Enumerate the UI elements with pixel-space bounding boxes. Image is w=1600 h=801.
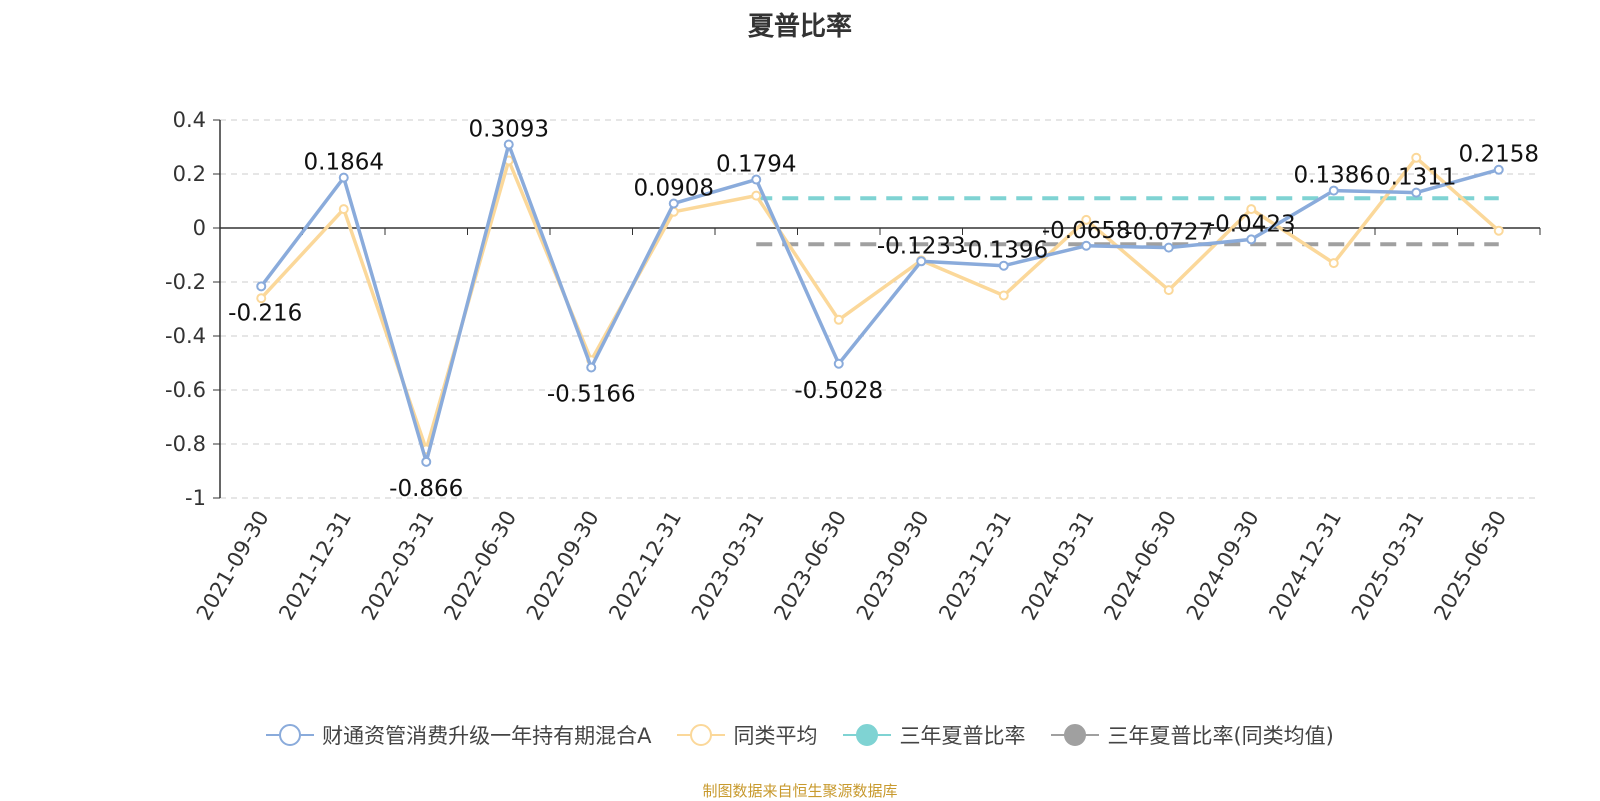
data-point	[338, 172, 349, 183]
legend-line-circle-icon	[677, 724, 726, 746]
data-point	[1411, 187, 1422, 198]
data-label: 0.0908	[634, 175, 714, 201]
legend-dot-icon	[843, 724, 892, 746]
data-label: 0.1386	[1294, 163, 1374, 189]
legend-item[interactable]: 三年夏普比率	[843, 720, 1025, 750]
data-label: 0.1794	[716, 152, 796, 178]
y-tick-label: 0.4	[173, 108, 206, 132]
x-tick-label: 2021-12-31	[274, 507, 356, 625]
data-point	[503, 139, 514, 150]
x-tick-label: 2024-06-30	[1099, 507, 1181, 625]
data-label: 0.1864	[304, 150, 384, 176]
data-point	[833, 358, 844, 369]
data-label: -0.0658	[1042, 218, 1131, 244]
data-point	[256, 293, 267, 304]
data-label: -0.0727	[1124, 220, 1213, 246]
series-line	[259, 142, 1500, 464]
x-tick-label: 2025-03-31	[1347, 507, 1429, 625]
y-tick-label: -1	[185, 486, 206, 510]
data-point	[751, 190, 762, 201]
data-label: -0.1396	[959, 238, 1048, 264]
x-tick-label: 2023-06-30	[769, 507, 851, 625]
data-label: 0.1311	[1376, 165, 1456, 191]
data-point	[1411, 152, 1422, 163]
x-tick-label: 2022-09-30	[522, 507, 604, 625]
x-tick-label: 2022-06-30	[439, 507, 521, 625]
x-tick-label: 2025-06-30	[1429, 507, 1511, 625]
y-tick-label: -0.2	[165, 270, 206, 294]
data-point	[1081, 240, 1092, 251]
data-point	[751, 174, 762, 185]
data-point	[1163, 285, 1174, 296]
y-tick-label: -0.8	[165, 432, 206, 456]
legend-item[interactable]: 三年夏普比率(同类均值)	[1051, 720, 1334, 750]
data-point	[998, 290, 1009, 301]
chart-legend: 财通资管消费升级一年持有期混合A 同类平均 三年夏普比率 三年夏普比率(同类均值)	[0, 720, 1600, 750]
data-point	[998, 260, 1009, 271]
data-point	[668, 198, 679, 209]
legend-line-circle-icon	[266, 724, 315, 746]
x-tick-label: 2023-09-30	[852, 507, 934, 625]
data-point	[833, 314, 844, 325]
data-point	[1328, 185, 1339, 196]
x-tick-label: 2021-09-30	[192, 507, 274, 625]
data-label: -0.1233	[877, 233, 966, 259]
x-tick-label: 2024-12-31	[1264, 507, 1346, 625]
legend-item[interactable]: 财通资管消费升级一年持有期混合A	[266, 720, 651, 750]
x-tick-label: 2022-12-31	[604, 507, 686, 625]
data-source-note: 制图数据来自恒生聚源数据库	[702, 782, 898, 800]
data-point	[586, 362, 597, 373]
data-point	[1163, 242, 1174, 253]
data-label: 0.3093	[469, 116, 549, 142]
data-point	[916, 256, 927, 267]
legend-label: 同类平均	[733, 724, 818, 748]
data-label: -0.216	[228, 300, 302, 326]
x-tick-label: 2023-12-31	[934, 507, 1016, 625]
legend-label: 财通资管消费升级一年持有期混合A	[322, 724, 652, 748]
legend-dot-icon	[1051, 724, 1100, 746]
y-tick-label: -0.4	[165, 324, 206, 348]
chart-title: 夏普比率	[747, 12, 852, 42]
data-label: -0.0423	[1207, 211, 1296, 237]
data-label: -0.866	[389, 476, 463, 502]
data-label: 0.2158	[1459, 142, 1539, 168]
data-point	[421, 456, 432, 467]
data-point	[1246, 204, 1257, 215]
x-tick-label: 2023-03-31	[687, 507, 769, 625]
data-point	[1493, 164, 1504, 175]
x-tick-label: 2024-09-30	[1182, 507, 1264, 625]
legend-label: 三年夏普比率	[899, 724, 1026, 748]
data-point	[338, 204, 349, 215]
legend-label: 三年夏普比率(同类均值)	[1107, 724, 1334, 748]
data-point	[1246, 234, 1257, 245]
legend-item[interactable]: 同类平均	[677, 720, 817, 750]
data-point	[1328, 258, 1339, 269]
x-tick-label: 2024-03-31	[1017, 507, 1099, 625]
data-point	[256, 281, 267, 292]
data-point	[1081, 214, 1092, 225]
y-tick-label: -0.6	[165, 378, 206, 402]
data-label: -0.5028	[794, 378, 883, 404]
data-label: -0.5166	[547, 381, 636, 407]
y-tick-label: 0.2	[173, 162, 206, 186]
x-tick-label: 2022-03-31	[357, 507, 439, 625]
y-tick-label: 0	[193, 216, 206, 240]
data-point	[1493, 225, 1504, 236]
